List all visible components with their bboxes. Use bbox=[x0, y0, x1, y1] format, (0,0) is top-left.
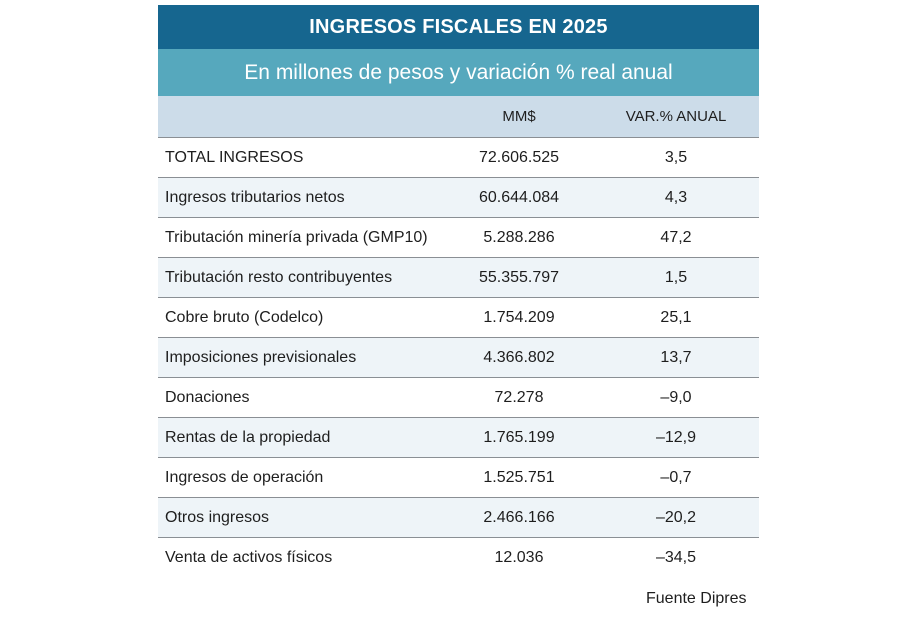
row-amount: 4.366.802 bbox=[483, 348, 555, 366]
row-amount: 72.278 bbox=[494, 388, 544, 406]
column-header-variation: VAR.% ANUAL bbox=[625, 108, 727, 125]
source-note: Fuente Dipres bbox=[646, 590, 747, 607]
table-row: Donaciones 72.278 –9,0 bbox=[158, 378, 759, 418]
row-label: Rentas de la propiedad bbox=[165, 428, 331, 446]
column-header-amount: MM$ bbox=[502, 108, 536, 125]
column-header-row: MM$ VAR.% ANUAL bbox=[158, 96, 759, 138]
row-variation: –34,5 bbox=[655, 549, 697, 566]
row-amount: 5.288.286 bbox=[483, 228, 555, 246]
row-label: Tributación minería privada (GMP10) bbox=[165, 228, 428, 246]
fiscal-income-table: INGRESOS FISCALES EN 2025 En millones de… bbox=[158, 5, 759, 578]
row-label: Otros ingresos bbox=[165, 508, 270, 526]
row-variation: 3,5 bbox=[664, 148, 688, 166]
row-variation: –0,7 bbox=[660, 468, 692, 486]
table-body: TOTAL INGRESOS 72.606.525 3,5 Ingresos trib… bbox=[158, 138, 759, 578]
row-label: Ingresos de operación bbox=[165, 468, 324, 486]
row-variation: –9,0 bbox=[660, 388, 692, 406]
table-row: Tributación minería privada (GMP10) 5.288… bbox=[158, 218, 759, 258]
table-row: Cobre bruto (Codelco) 1.754.209 25,1 bbox=[158, 298, 759, 338]
row-variation: –12,9 bbox=[655, 428, 697, 446]
row-variation: 47,2 bbox=[660, 228, 692, 246]
row-label: TOTAL INGRESOS bbox=[165, 148, 304, 166]
row-label: Ingresos tributarios netos bbox=[165, 188, 345, 206]
table-row: Ingresos de operación 1.525.751 –0,7 bbox=[158, 458, 759, 498]
row-variation: 4,3 bbox=[664, 188, 688, 206]
row-amount: 2.466.166 bbox=[483, 508, 555, 526]
row-variation: –20,2 bbox=[655, 508, 697, 526]
row-label: Imposiciones previsionales bbox=[165, 348, 357, 366]
row-variation: 1,5 bbox=[664, 268, 688, 286]
table-row: TOTAL INGRESOS 72.606.525 3,5 bbox=[158, 138, 759, 178]
row-variation: 13,7 bbox=[660, 348, 692, 366]
table-row: Rentas de la propiedad 1.765.199 –12,9 bbox=[158, 418, 759, 458]
row-label: Venta de activos físicos bbox=[165, 549, 333, 566]
row-amount: 1.525.751 bbox=[483, 468, 555, 486]
row-amount: 72.606.525 bbox=[478, 148, 560, 166]
table-title: INGRESOS FISCALES EN 2025 bbox=[158, 5, 759, 49]
table-row: Venta de activos físicos 12.036 –34,5 bbox=[158, 538, 759, 578]
table-row: Otros ingresos 2.466.166 –20,2 bbox=[158, 498, 759, 538]
row-amount: 60.644.084 bbox=[478, 188, 560, 206]
row-amount: 55.355.797 bbox=[478, 268, 560, 286]
row-label: Cobre bruto (Codelco) bbox=[165, 308, 324, 326]
row-variation: 25,1 bbox=[660, 308, 692, 326]
table-row: Tributación resto contribuyentes 55.355.7… bbox=[158, 258, 759, 298]
table-row: Imposiciones previsionales 4.366.802 13,7 bbox=[158, 338, 759, 378]
row-amount: 1.765.199 bbox=[483, 428, 555, 446]
table-subtitle: En millones de pesos y variación % real … bbox=[158, 49, 759, 96]
table-row: Ingresos tributarios netos 60.644.084 4,3 bbox=[158, 178, 759, 218]
row-label: Donaciones bbox=[165, 388, 250, 406]
row-label: Tributación resto contribuyentes bbox=[165, 268, 393, 286]
row-amount: 12.036 bbox=[494, 549, 544, 566]
row-amount: 1.754.209 bbox=[483, 308, 555, 326]
